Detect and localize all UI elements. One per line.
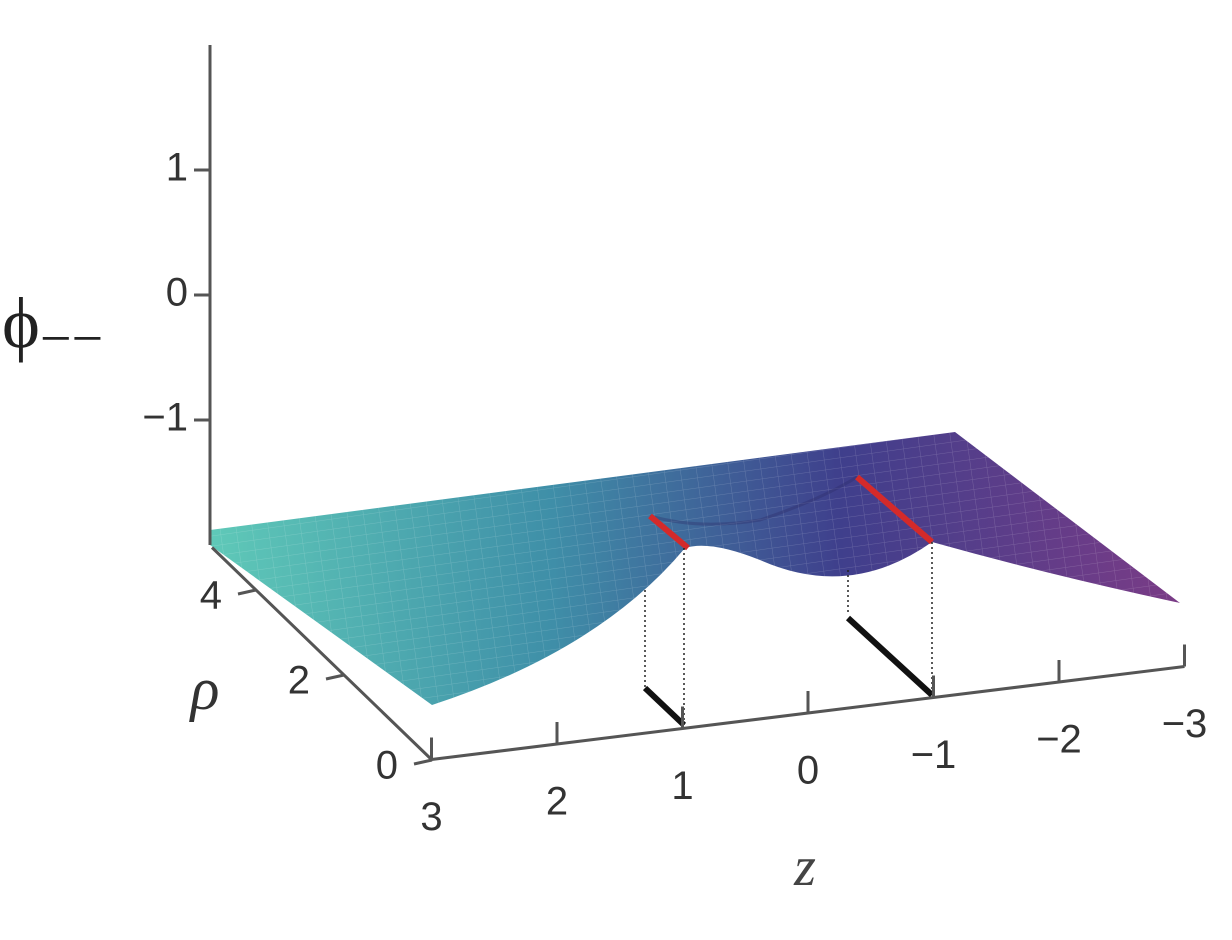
surface-ridge — [649, 475, 858, 526]
x-axis-label: z — [793, 836, 816, 898]
rho-tick — [413, 758, 433, 766]
rho-tick — [325, 673, 345, 681]
black-segment — [642, 685, 687, 728]
z-axis-label-symbol: ϕ — [2, 283, 40, 363]
red-segment — [648, 513, 690, 551]
rho-tick-label: 0 — [376, 744, 398, 788]
x-tick-label: −3 — [1162, 702, 1208, 746]
x-tick-label: 3 — [420, 795, 442, 839]
z-tick-label: 0 — [166, 271, 188, 315]
z-tick-label: 1 — [166, 146, 188, 190]
z-axis-label-subscript: −− — [40, 308, 103, 370]
rho-tick-label: 2 — [288, 659, 310, 703]
x-tick-label: 1 — [671, 764, 693, 808]
z-axis-label: ϕ−− — [2, 283, 103, 370]
x-tick-label: −2 — [1036, 718, 1082, 762]
red-segment — [855, 474, 934, 545]
markers — [642, 474, 935, 728]
rho-axis-label: ρ — [189, 656, 220, 722]
x-tick-label: −1 — [911, 733, 957, 777]
z-tick-label: −1 — [142, 396, 188, 440]
black-segment — [845, 615, 935, 698]
x-tick-label: 2 — [546, 780, 568, 824]
rho-tick-label: 4 — [200, 574, 222, 618]
rho-axis — [210, 546, 434, 762]
surface — [210, 432, 1180, 705]
x-tick-label: 0 — [797, 749, 819, 793]
surface-mesh — [210, 432, 1180, 705]
rho-tick — [237, 588, 257, 596]
